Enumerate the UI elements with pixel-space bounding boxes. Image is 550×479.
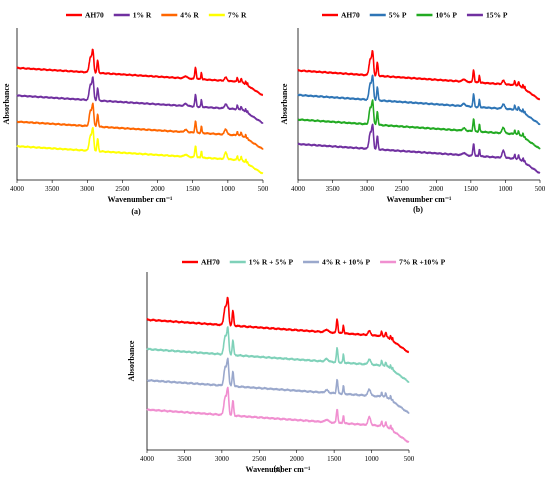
series-line-10-p <box>297 99 541 150</box>
series-line-4-r <box>16 102 264 150</box>
x-tick-label: 4000 <box>140 455 155 463</box>
x-tick-label: 4000 <box>10 185 25 193</box>
x-tick-label: 2000 <box>429 185 444 193</box>
x-tick-label: 2000 <box>151 185 166 193</box>
y-axis-title: Absorbance <box>127 340 136 381</box>
chart-panel-2: 4000 3500 3000 2500 2000 1500 1000 500 Wavenumbe… <box>280 11 546 214</box>
legend: AH70 1% R + 5% P 4% R + 10% P 7% R +10% P <box>182 258 446 267</box>
legend-label: 15% P <box>486 11 508 20</box>
legend-label: 7% R <box>228 11 247 20</box>
series-line-ah70 <box>146 296 410 354</box>
x-tick-label: 2500 <box>252 455 267 463</box>
chart-panel-3: 4000 3500 3000 2500 2000 1500 1000 500 Wavenumbe… <box>127 258 446 474</box>
x-tick-label: 3000 <box>80 185 95 193</box>
x-tick-label: 2000 <box>290 455 305 463</box>
legend: AH70 1% R 4% R 7% R <box>66 11 247 20</box>
series-line-7-r <box>16 126 264 175</box>
x-tick-label: 2500 <box>395 185 410 193</box>
legend-label: 1% R <box>133 11 152 20</box>
y-axis-title: Absorbance <box>2 83 11 124</box>
x-tick-label: 500 <box>535 185 546 193</box>
x-tick-label: 3500 <box>45 185 60 193</box>
series-line-4-r-10-p <box>146 357 410 414</box>
x-tick-label: 1500 <box>186 185 201 193</box>
series-line-1-r-5-p <box>146 326 410 384</box>
x-axis-title: Wavenumber cm⁻¹ <box>108 195 174 204</box>
series-line-ah70 <box>16 48 264 97</box>
legend: AH70 5% P 10% P 15% P <box>322 11 508 20</box>
x-tick-label: 1500 <box>327 455 342 463</box>
panel-label: (a) <box>131 207 141 216</box>
x-axis-title: Wavenumber cm⁻¹ <box>387 195 453 204</box>
legend-label: AH70 <box>201 258 220 267</box>
legend-label: AH70 <box>85 11 104 20</box>
x-tick-label: 2500 <box>115 185 130 193</box>
x-tick-label: 3500 <box>177 455 192 463</box>
y-axis-title: Absorbance <box>280 83 289 124</box>
series-line-1-r <box>16 76 264 125</box>
legend-label: 1% R + 5% P <box>249 258 294 267</box>
x-tick-label: 500 <box>258 185 269 193</box>
chart-panel-1: 4000 3500 3000 2500 2000 1500 1000 500 Wavenumbe… <box>2 11 269 216</box>
legend-label: 4% R <box>180 11 199 20</box>
x-tick-label: 3000 <box>215 455 230 463</box>
x-tick-label: 1000 <box>221 185 236 193</box>
series-line-7-r-10-p <box>146 386 410 443</box>
x-tick-label: 500 <box>404 455 415 463</box>
x-tick-label: 3500 <box>326 185 341 193</box>
series-line-ah70 <box>297 50 541 101</box>
x-tick-label: 1000 <box>365 455 380 463</box>
legend-label: 5% P <box>389 11 407 20</box>
series-line-5-p <box>297 74 541 126</box>
x-tick-label: 4000 <box>291 185 306 193</box>
legend-label: 4% R + 10% P <box>322 258 370 267</box>
legend-label: 7% R +10% P <box>399 258 446 267</box>
panel-label: (c) <box>274 464 283 473</box>
panel-label: (b) <box>413 205 423 214</box>
x-axis-title: Wavenumber cm⁻¹ <box>246 465 312 474</box>
x-tick-label: 3000 <box>360 185 375 193</box>
x-tick-label: 1500 <box>464 185 479 193</box>
legend-label: AH70 <box>341 11 360 20</box>
x-tick-label: 1000 <box>498 185 513 193</box>
legend-label: 10% P <box>435 11 457 20</box>
series-line-15-p <box>297 123 541 174</box>
